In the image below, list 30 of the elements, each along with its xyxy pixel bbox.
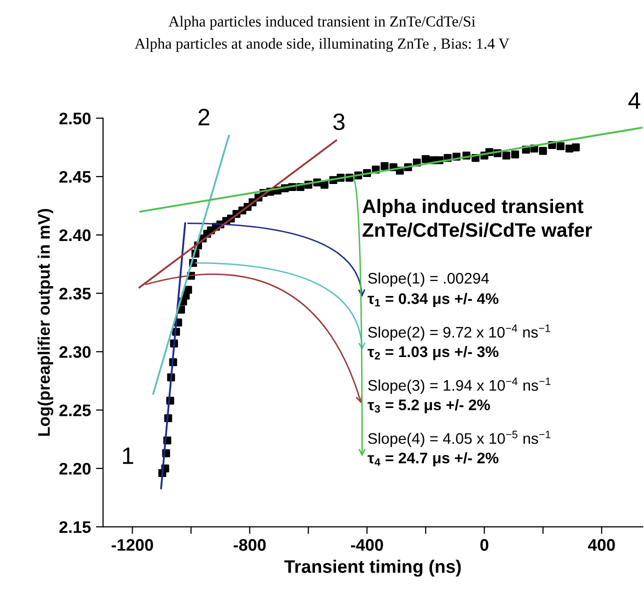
series-label: 4	[628, 92, 640, 109]
x-axis-title: Transient timing (ns)	[284, 560, 461, 577]
y-axis-title: Log(preaplifier output in mV)	[38, 208, 54, 436]
y-tick-label: 2.30	[59, 346, 91, 358]
y-tick-label: 2.40	[59, 229, 91, 242]
y-tick-label: 2.45	[59, 170, 91, 183]
x-tick-label: -1200	[112, 539, 154, 551]
annotation: τ$_{4}$ = 24.7 μs +/- 2%	[368, 452, 498, 466]
annotation: τ$_{3}$ = 5.2 μs +/- 2%	[368, 399, 490, 414]
annotation: Slope(4) = 4.05 x 10$^{−5}$ ns$^{−1}$	[368, 430, 550, 447]
annotation: τ$_{2}$ = 1.03 μs +/- 3%	[368, 346, 498, 360]
x-tick-label: 400	[588, 539, 615, 551]
annotation: Alpha induced transient ZnTe/CdTe/Si/CdTe wafer	[362, 198, 592, 238]
series-label: 3	[333, 113, 345, 130]
x-tick-label: -800	[234, 539, 266, 551]
y-tick-label: 2.50	[59, 112, 91, 124]
chart-subtitle: Alpha particles at anode side, illuminating ZnTe , Bias: 1.4 V	[134, 38, 510, 52]
annotation: Slope(1) = .00294	[368, 272, 489, 287]
annotation: Slope(2) = 9.72 x 10$^{−4}$ ns$^{−1}$	[368, 324, 550, 341]
series-label: 1	[123, 448, 134, 464]
annotation: τ$_{1}$ = 0.34 μs +/- 4%	[368, 292, 498, 308]
chart-title: Alpha particles induced transient in ZnTe/CdTe/Si	[168, 16, 476, 30]
x-tick-label: -400	[350, 539, 384, 551]
annotation: Slope(3) = 1.94 x 10$^{−4}$ ns$^{−1}$	[368, 378, 550, 394]
series-label: 2	[198, 108, 210, 126]
y-tick-label: 2.20	[59, 462, 91, 475]
y-tick-label: 2.25	[59, 404, 91, 416]
y-tick-label: 2.15	[59, 521, 91, 534]
x-tick-label: 0	[480, 539, 488, 551]
y-tick-label: 2.35	[59, 288, 91, 300]
